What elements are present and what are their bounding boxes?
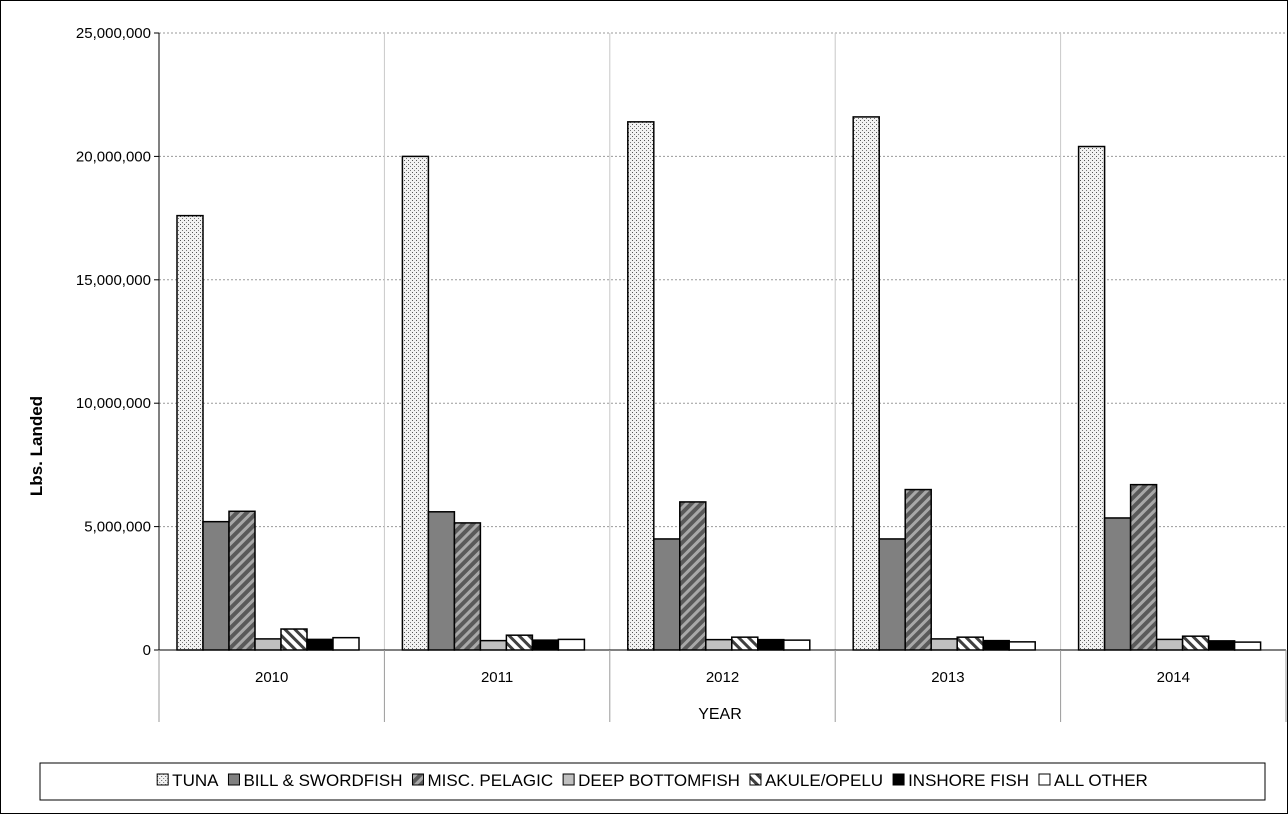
legend-swatch-inshore-fish bbox=[892, 773, 905, 786]
bar-all-other bbox=[557, 638, 586, 651]
legend-label-all-other: ALL OTHER bbox=[1054, 771, 1148, 790]
legend-label-bill-swordfish: BILL & SWORDFISH bbox=[243, 771, 402, 790]
y-tick-label: 20,000,000 bbox=[76, 148, 151, 165]
y-ticks: 0 5,000,000 10,000,000 15,000,000 20,000,000… bbox=[76, 25, 159, 659]
bar-tuna bbox=[852, 116, 880, 651]
bar-bill-swordfish bbox=[653, 538, 681, 651]
legend-swatch-misc-pelagic bbox=[411, 773, 424, 786]
x-tick-label: 2012 bbox=[706, 669, 739, 686]
y-axis-title: Lbs. Landed bbox=[27, 396, 46, 496]
bar-inshore-fish bbox=[757, 638, 785, 651]
bar-tuna bbox=[1077, 145, 1106, 651]
bar-inshore-fish bbox=[306, 638, 334, 651]
bar-all-other bbox=[783, 639, 811, 651]
bar-misc-pelagic bbox=[679, 501, 707, 651]
bar-tuna bbox=[401, 155, 430, 651]
legend: TUNA BILL & SWORDFISH MISC. PELAGIC DEEP BO… bbox=[156, 771, 1148, 790]
legend-swatch-tuna bbox=[156, 773, 169, 786]
bar-inshore-fish bbox=[531, 639, 560, 651]
bars bbox=[176, 116, 1262, 651]
x-ticks: 2010 2011 2012 2013 2014 bbox=[158, 650, 1287, 722]
legend-swatch-bill-swordfish bbox=[227, 773, 240, 786]
legend-swatch-akule-opelu bbox=[749, 773, 762, 786]
bar-bill-swordfish bbox=[427, 511, 456, 651]
bar-bill-swordfish bbox=[1103, 517, 1132, 651]
legend-swatch-deep-bottomfish bbox=[562, 773, 575, 786]
bar-bill-swordfish bbox=[878, 538, 906, 651]
x-tick-label: 2014 bbox=[1157, 669, 1190, 686]
y-tick-label: 0 bbox=[143, 642, 151, 659]
legend-label-misc-pelagic: MISC. PELAGIC bbox=[427, 771, 553, 790]
bar-akule-opelu bbox=[1181, 635, 1210, 651]
y-tick-label: 10,000,000 bbox=[76, 395, 151, 412]
bar-akule-opelu bbox=[280, 628, 308, 651]
legend-box bbox=[39, 762, 1266, 801]
bar-misc-pelagic bbox=[453, 522, 482, 651]
axes bbox=[158, 33, 1286, 651]
bar-akule-opelu bbox=[731, 636, 759, 651]
bar-deep-bottomfish bbox=[705, 638, 733, 651]
bar-deep-bottomfish bbox=[1155, 638, 1184, 651]
bar-akule-opelu bbox=[956, 636, 984, 651]
legend-label-akule-opelu: AKULE/OPELU bbox=[765, 771, 883, 790]
bar-deep-bottomfish bbox=[479, 639, 508, 651]
bar-misc-pelagic bbox=[904, 488, 932, 651]
bar-all-other bbox=[1233, 641, 1262, 651]
y-tick-label: 15,000,000 bbox=[76, 272, 151, 289]
legend-label-tuna: TUNA bbox=[172, 771, 219, 790]
bar-all-other bbox=[1008, 641, 1036, 651]
legend-label-inshore-fish: INSHORE FISH bbox=[908, 771, 1029, 790]
legend-swatch-all-other bbox=[1038, 773, 1051, 786]
bar-tuna bbox=[176, 214, 204, 651]
y-tick-label: 25,000,000 bbox=[76, 25, 151, 42]
x-tick-label: 2010 bbox=[255, 669, 288, 686]
bar-bill-swordfish bbox=[202, 520, 230, 651]
bar-inshore-fish bbox=[1207, 640, 1236, 651]
gridlines bbox=[159, 32, 1286, 650]
bar-tuna bbox=[627, 121, 655, 651]
x-axis-title: YEAR bbox=[698, 706, 742, 723]
legend-label-deep-bottomfish: DEEP BOTTOMFISH bbox=[578, 771, 740, 790]
bar-deep-bottomfish bbox=[254, 638, 282, 651]
bar-deep-bottomfish bbox=[930, 638, 958, 651]
y-tick-label: 5,000,000 bbox=[84, 519, 151, 536]
x-tick-label: 2011 bbox=[481, 669, 513, 686]
bar-all-other bbox=[332, 636, 360, 651]
bar-inshore-fish bbox=[982, 639, 1010, 651]
bar-misc-pelagic bbox=[1129, 483, 1158, 651]
x-tick-label: 2013 bbox=[931, 669, 964, 686]
bar-akule-opelu bbox=[505, 634, 534, 651]
bar-misc-pelagic bbox=[228, 510, 256, 651]
